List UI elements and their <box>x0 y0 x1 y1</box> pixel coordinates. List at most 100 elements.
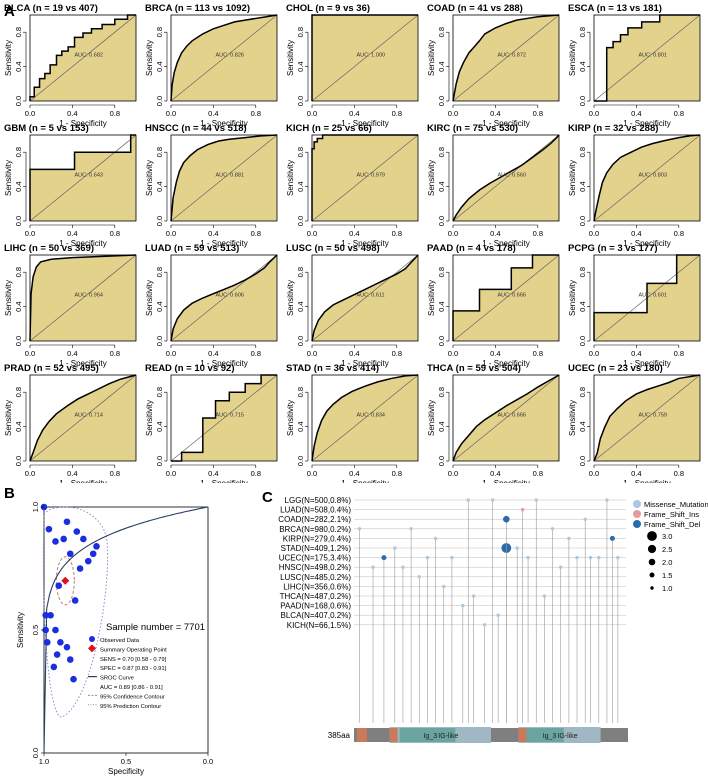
mutation-dot <box>616 555 620 560</box>
legend-label: AUC = 0.89 [0.86 - 0.91] <box>100 685 163 691</box>
x-tick-label: 0.4 <box>349 469 359 478</box>
x-tick-label: 0.4 <box>631 229 641 238</box>
y-tick-label: 0.4 <box>296 301 305 311</box>
roc-auc-label: AUC: 0.881 <box>216 172 244 178</box>
roc-plot-frame <box>311 254 419 342</box>
y-axis-label: Sensitivity <box>145 400 154 436</box>
x-axis-label: 1 - Specificity <box>59 239 107 248</box>
x-tick-label: 0.8 <box>674 349 684 358</box>
x-tick-label: 0.4 <box>490 109 500 118</box>
y-tick-label: 0.8 <box>155 267 164 277</box>
observed-data-point <box>42 611 49 619</box>
row-label: LIHC(N=356,0.6%) <box>283 582 351 591</box>
x-axis-label: 1 - Specificity <box>482 119 530 128</box>
y-axis-label: Sensitivity <box>568 400 577 436</box>
legend-label: 95% Prediction Contour <box>100 704 161 710</box>
legend-label: 95% Confidence Contour <box>100 694 165 700</box>
panel-label-a: A <box>4 3 15 20</box>
roc-plot-frame <box>452 374 560 462</box>
x-tick-label: 0.8 <box>392 469 402 478</box>
y-tick-label: 0.8 <box>155 27 164 37</box>
roc-auc-label: AUC: 0.606 <box>216 292 244 298</box>
mutation-dot <box>597 555 601 560</box>
roc-auc-label: AUC: 0.759 <box>639 412 667 418</box>
roc-curve-line <box>29 254 137 342</box>
y-tick-label: 0.4 <box>155 61 164 71</box>
roc-plot-frame <box>170 374 278 462</box>
legend-type-label: Frame_Shift_Del <box>644 520 701 529</box>
y-tick-label: 0.4 <box>14 301 23 311</box>
roc-panel: LIHC (n = 50 vs 369)AUC: 0.9640.00.40.8S… <box>4 243 137 368</box>
observed-data-point <box>70 675 77 683</box>
legend-size-marker <box>647 544 657 554</box>
y-axis-label: Sensitivity <box>427 160 436 196</box>
mutation-dot <box>496 613 500 617</box>
y-tick-label: 0.0 <box>578 336 587 346</box>
y-tick-label: 0.8 <box>578 27 587 37</box>
x-tick-label: 0.0 <box>448 469 458 478</box>
x-axis-label: Specificity <box>108 767 144 776</box>
roc-plot-frame <box>170 14 278 102</box>
roc-diagonal-line <box>311 134 419 222</box>
row-label: UCEC(N=175,3.4%) <box>279 554 352 563</box>
x-tick-label: 0.8 <box>533 109 543 118</box>
y-axis-label: Sensitivity <box>286 40 295 76</box>
legend-marker <box>88 644 96 653</box>
x-tick-label: 0.0 <box>589 469 599 478</box>
roc-diagonal-line <box>170 374 278 462</box>
y-tick-label: 0.4 <box>437 181 446 191</box>
roc-auc-label: AUC: 0.560 <box>498 172 526 178</box>
y-tick-label: 0.4 <box>578 181 587 191</box>
x-tick-label: 0.4 <box>208 469 218 478</box>
roc-title: ESCA (n = 13 vs 181) <box>568 3 662 14</box>
x-tick-label: 0.8 <box>533 469 543 478</box>
mutation-dot <box>371 565 375 569</box>
x-axis-label: 1 - Specificity <box>200 239 248 248</box>
roc-auc-label: AUC: 0.964 <box>75 292 103 298</box>
roc-plot-frame <box>593 374 701 462</box>
roc-panel: ESCA (n = 13 vs 181)AUC: 0.8010.00.40.8S… <box>568 3 701 128</box>
roc-curve-line <box>171 374 277 462</box>
roc-diagonal-line <box>593 134 701 222</box>
row-label: LGG(N=500,0.8%) <box>285 496 352 505</box>
y-tick-label: 0.8 <box>14 387 23 397</box>
y-tick-label: 0.4 <box>14 181 23 191</box>
roc-title: BRCA (n = 113 vs 1092) <box>145 3 250 14</box>
row-label: THCA(N=487,0.2%) <box>280 592 352 601</box>
roc-diagonal-line <box>452 14 560 102</box>
row-label: BLCA(N=407,0.2%) <box>281 611 352 620</box>
y-tick-label: 0.4 <box>578 61 587 71</box>
roc-title: LIHC (n = 50 vs 369) <box>4 243 94 254</box>
legend-size-marker <box>649 572 655 578</box>
legend-size-label: 2.0 <box>662 558 672 567</box>
mutation-dot <box>526 555 530 560</box>
mutation-dot <box>491 498 495 502</box>
x-tick-label: 0.8 <box>251 229 261 238</box>
observed-data-point <box>55 582 63 590</box>
roc-panel: BRCA (n = 113 vs 1092) AUC: 0.826 0.0 0.4 0.… <box>145 3 278 128</box>
y-tick-label: 0.8 <box>155 387 164 397</box>
roc-diagonal-line <box>311 374 419 462</box>
mutation-dot <box>461 603 465 608</box>
roc-diagonal-line <box>593 14 701 102</box>
mutation-dot <box>503 515 510 523</box>
roc-title: PAAD (n = 4 vs 178) <box>427 243 516 254</box>
row-label: LUSC(N=485,0.2%) <box>280 573 351 582</box>
roc-plot-frame <box>311 374 419 462</box>
roc-panel: GBM (n = 5 vs 153)AUC: 0.6430.00.40.8Sen… <box>4 123 137 248</box>
y-axis-label: Sensitivity <box>4 160 13 196</box>
y-axis-label: Sensitivity <box>286 280 295 316</box>
sample-number-label: Sample number = 7701 <box>106 622 205 633</box>
x-tick-label: 0.8 <box>110 349 120 358</box>
mutation-dot <box>417 575 421 579</box>
observed-data-point <box>80 535 87 543</box>
mutation-dot <box>466 498 470 502</box>
x-tick-label: 0.0 <box>166 229 176 238</box>
roc-plot-frame <box>170 134 278 222</box>
legend-size-marker <box>650 586 654 590</box>
observed-data-point <box>52 626 59 634</box>
roc-panel: THCA (n = 59 vs 504)AUC: 0.6660.00.40.8S… <box>427 363 560 483</box>
roc-curve-line <box>452 134 560 222</box>
roc-panel: CHOL (n = 9 vs 36)AUC: 1.0000.00.40.8Sen… <box>286 3 419 128</box>
mutation-dot <box>588 555 593 560</box>
